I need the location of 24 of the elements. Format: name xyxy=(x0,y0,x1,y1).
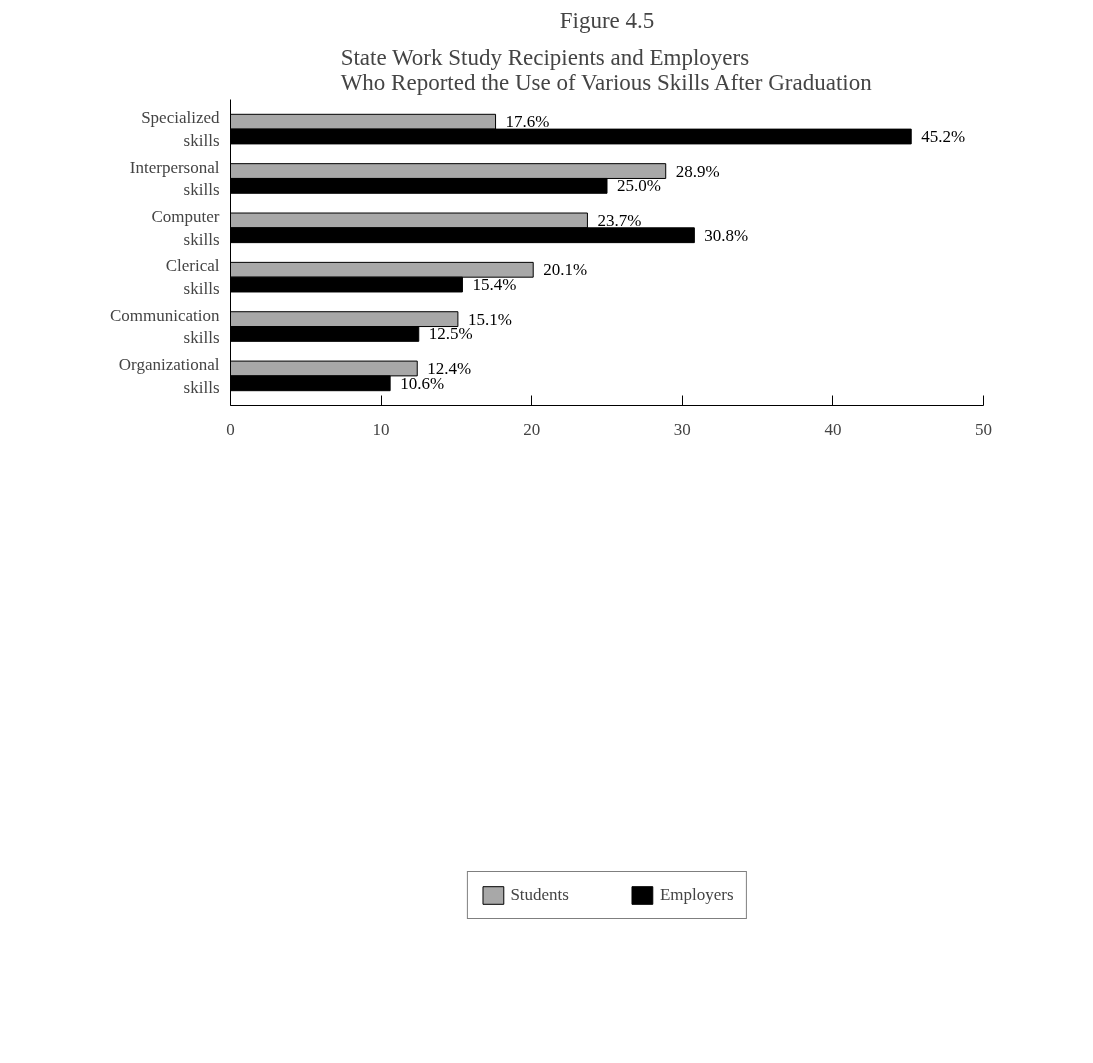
x-tick-label: 20 xyxy=(523,419,541,439)
data-label: 15.4% xyxy=(472,275,517,295)
data-label: 17.6% xyxy=(505,112,550,132)
x-tick-label: 0 xyxy=(226,419,235,439)
data-label: 25.0% xyxy=(617,176,661,196)
data-label: 23.7% xyxy=(597,210,642,230)
data-label: 28.9% xyxy=(675,161,720,181)
y-tick-label: Communication skills xyxy=(109,305,220,348)
y-tick-label: Computer skills xyxy=(151,206,220,249)
data-label: 30.8% xyxy=(704,225,749,245)
x-tick-label: 10 xyxy=(372,419,390,439)
data-label: 20.1% xyxy=(543,260,588,280)
x-tick-label: 50 xyxy=(975,419,992,439)
y-tick-label: Interpersonal skills xyxy=(129,157,220,200)
legend-label: Students xyxy=(510,884,569,905)
x-tick-label: 30 xyxy=(673,419,691,439)
y-tick-label: Organizational skills xyxy=(118,354,220,397)
chart-title: Figure 4.5 xyxy=(559,7,655,33)
data-label: 45.2% xyxy=(921,127,966,147)
x-tick-label: 40 xyxy=(824,419,842,439)
legend-label: Employers xyxy=(659,884,734,905)
y-tick-label: Specialized skills xyxy=(141,108,220,151)
chart-subtitle: State Work Study Recipients and Employers Who Reported the Use of Various Skills After Graduation xyxy=(340,44,873,95)
y-tick-label: Clerical skills xyxy=(165,256,220,299)
